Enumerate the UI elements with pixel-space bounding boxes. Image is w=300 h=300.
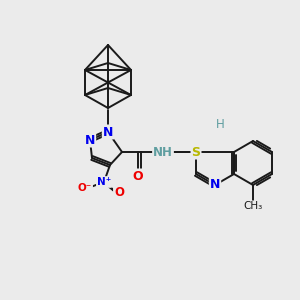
Text: S: S xyxy=(191,146,200,158)
Text: N: N xyxy=(210,178,220,191)
Text: H: H xyxy=(216,118,224,131)
Text: NH: NH xyxy=(153,146,173,158)
Text: N: N xyxy=(103,125,113,139)
Text: O⁻: O⁻ xyxy=(78,183,92,193)
Text: O: O xyxy=(133,169,143,182)
Text: N: N xyxy=(85,134,95,146)
Text: CH₃: CH₃ xyxy=(243,201,262,211)
Text: N⁺: N⁺ xyxy=(97,177,111,187)
Text: O: O xyxy=(114,185,124,199)
